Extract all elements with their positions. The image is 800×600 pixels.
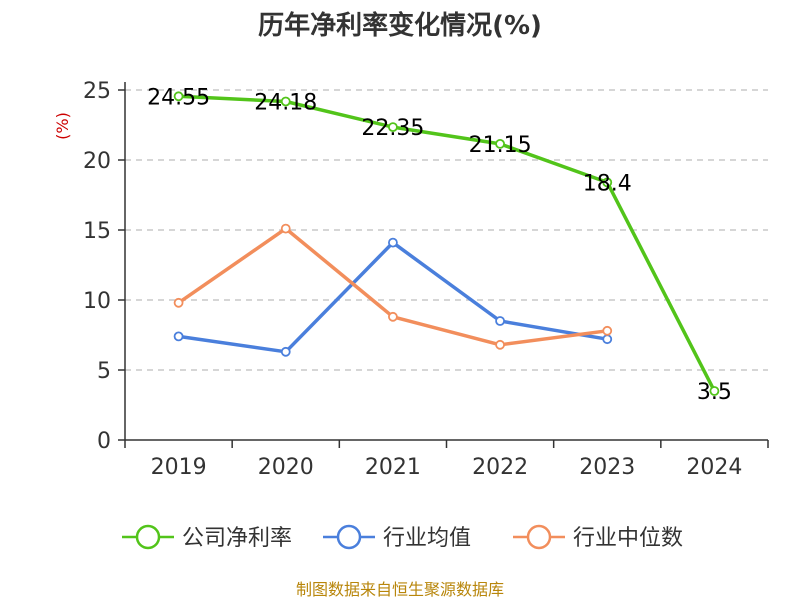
series-line-0 [178,94,716,392]
x-tick-label: 2019 [151,455,207,480]
data-point [173,297,184,308]
y-tick-label: 20 [83,149,111,174]
y-tick-label: 0 [97,429,111,454]
y-tick-label: 5 [97,359,111,384]
data-label: 24.18 [254,90,317,115]
data-point [602,177,613,188]
data-label: 18.4 [583,171,632,196]
source-note: 制图数据来自恒生聚源数据库 [296,580,504,599]
data-point [173,91,184,102]
legend-label: 公司净利率 [182,526,292,551]
data-point [173,331,184,342]
data-label: 3.5 [697,380,732,405]
legend-marker [135,524,161,550]
x-tick-label: 2020 [258,455,314,480]
data-point [280,96,291,107]
data-label: 24.55 [147,85,210,110]
data-labels: 24.55 24.18 22.35 21.15 18.4 3.5 [147,85,732,405]
legend-marker [526,524,552,550]
data-point [280,346,291,357]
y-axis-ticks: 0 5 10 15 20 25 [83,79,111,454]
data-point [602,334,613,345]
legend: 公司净利率 行业均值 行业中位数 [122,524,683,551]
data-point [388,237,398,248]
data-point [388,311,398,322]
data-point [388,122,398,132]
chart-title: 历年净利率变化情况(%) [258,10,542,41]
legend-marker [336,524,362,550]
x-tick-label: 2022 [472,455,528,480]
data-point [709,386,720,396]
data-point [495,316,505,326]
legend-label: 行业均值 [383,526,471,551]
axes [118,82,769,448]
x-axis-ticks: 2019 2020 2021 2022 2023 2024 [151,455,743,480]
y-tick-label: 15 [83,219,111,244]
y-tick-label: 10 [83,289,111,314]
legend-label: 行业中位数 [573,526,683,551]
x-tick-label: 2021 [365,455,421,480]
gridlines [125,89,768,371]
x-tick-label: 2023 [579,455,635,480]
data-label: 22.35 [361,116,424,141]
data-point [280,223,291,234]
data-point [495,138,505,149]
data-label: 21.15 [469,133,532,158]
series-lines [173,91,720,396]
data-point [602,325,613,336]
x-tick-label: 2024 [686,455,742,480]
y-axis-unit: (%) [53,112,72,140]
data-point [495,339,505,350]
y-tick-label: 25 [83,79,111,104]
